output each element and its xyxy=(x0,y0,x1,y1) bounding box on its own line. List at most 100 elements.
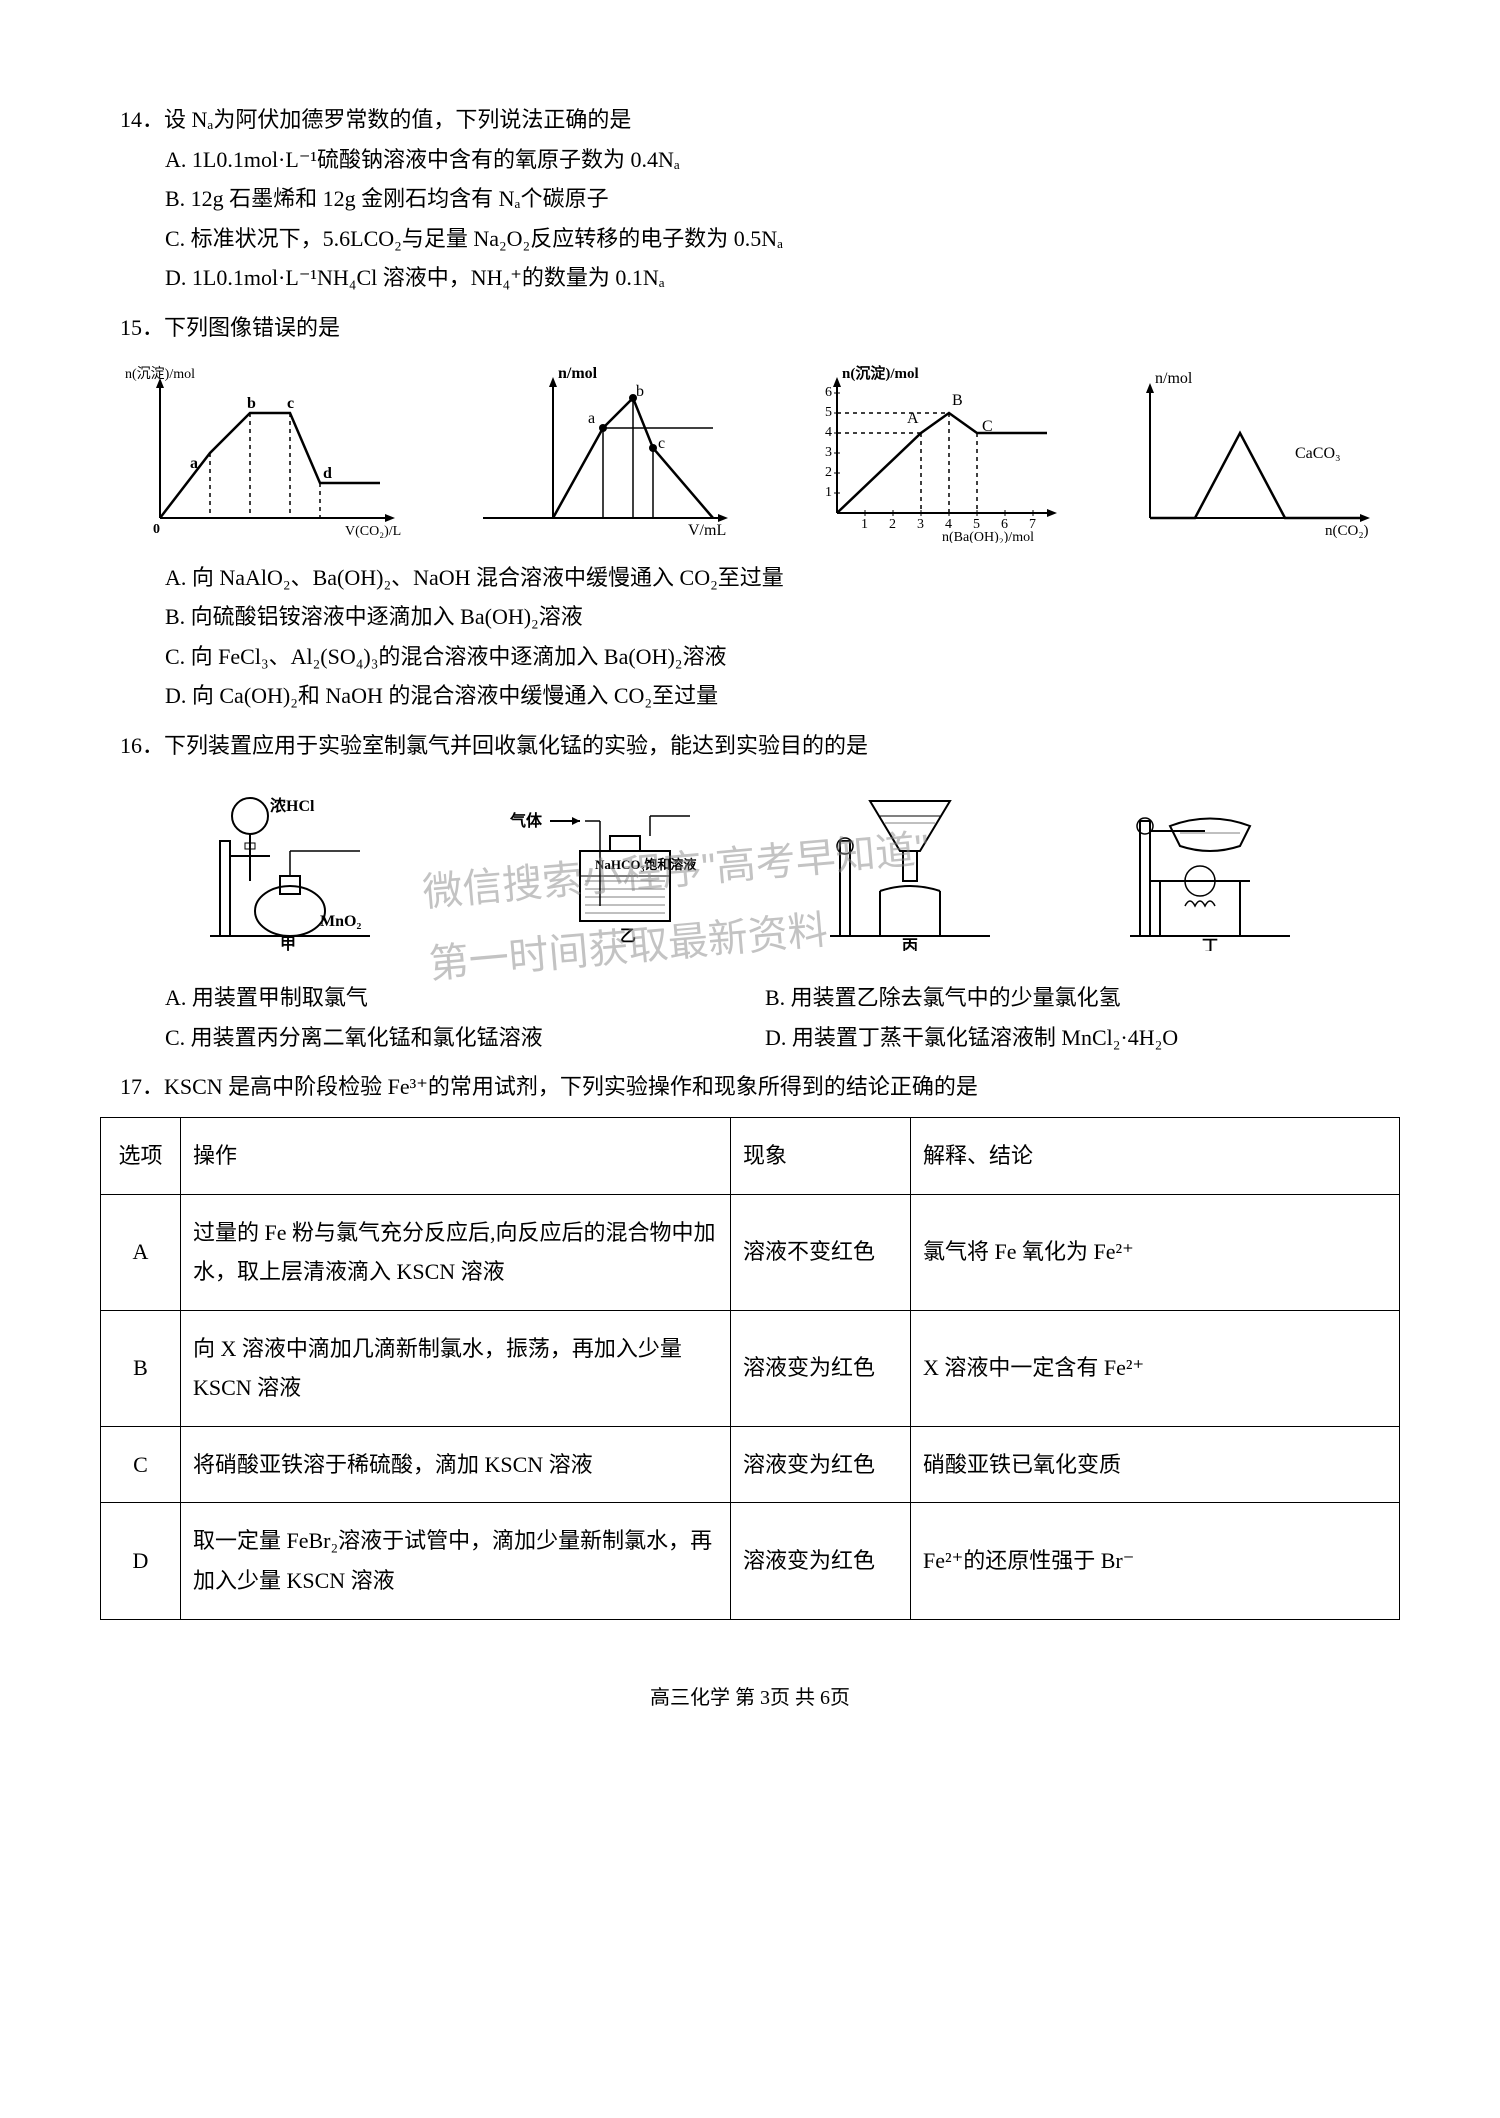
label-yi: 乙 xyxy=(620,928,636,945)
graph-4: n/mol CaCO₃ n(CO₂) xyxy=(1120,363,1380,543)
q15-option-d: D. 向 Ca(OH)₂和 NaOH 的混合溶液中缓慢通入 CO₂至过量 xyxy=(165,676,1400,716)
label-jia: 甲 xyxy=(280,935,296,951)
q15-graphs: n(沉淀)/mol a b c d 0 V(CO₂)/L n/mo xyxy=(100,363,1400,543)
q16-option-a: A. 用装置甲制取氯气 xyxy=(165,978,765,1018)
graph4-annotation: CaCO₃ xyxy=(1295,445,1341,462)
table-row: D 取一定量 FeBr₂溶液于试管中，滴加少量新制氯水，再加入少量 KSCN 溶… xyxy=(101,1503,1400,1619)
th-conclusion: 解释、结论 xyxy=(911,1117,1400,1194)
page-footer: 高三化学 第 3页 共 6页 xyxy=(100,1680,1400,1716)
apparatus-bing-svg: 丙 xyxy=(810,781,1010,951)
row-a-opt: A xyxy=(101,1194,181,1310)
label-ding: 丁 xyxy=(1202,938,1218,951)
svg-text:C: C xyxy=(982,418,993,435)
apparatus-jia: 浓HCl MnO₂ 甲 xyxy=(190,781,390,964)
q16-apparatus: 微信搜索小程序"高考早知道" 第一时间获取最新资料 浓HCl MnO₂ 甲 xyxy=(100,781,1400,964)
svg-text:6: 6 xyxy=(825,385,832,400)
q15-option-c: C. 向 FeCl₃、Al₂(SO₄)₃的混合溶液中逐滴加入 Ba(OH)₂溶液 xyxy=(165,637,1400,677)
graph3-xlabel: n(Ba(OH)₂)/mol xyxy=(942,530,1034,543)
svg-text:3: 3 xyxy=(825,445,832,460)
th-phenomenon: 现象 xyxy=(731,1117,911,1194)
apparatus-ding: 丁 xyxy=(1110,781,1310,964)
apparatus-ding-svg: 丁 xyxy=(1110,781,1310,951)
label-nahco3: NaHCO₃饱和溶液 xyxy=(595,857,696,872)
svg-text:0: 0 xyxy=(153,522,160,537)
th-option: 选项 xyxy=(101,1117,181,1194)
th-operation: 操作 xyxy=(181,1117,731,1194)
question-17: 17．KSCN 是高中阶段检验 Fe³⁺的常用试剂，下列实验操作和现象所得到的结… xyxy=(100,1067,1400,1619)
row-d-op: 取一定量 FeBr₂溶液于试管中，滴加少量新制氯水，再加入少量 KSCN 溶液 xyxy=(181,1503,731,1619)
row-a-phen: 溶液不变红色 xyxy=(731,1194,911,1310)
question-15: 15．下列图像错误的是 n(沉淀)/mol a b c d 0 V(CO₂)/L xyxy=(100,308,1400,716)
q14-option-b: B. 12g 石墨烯和 12g 金刚石均含有 Nₐ个碳原子 xyxy=(165,179,1400,219)
q14-header: 14．设 Nₐ为阿伏加德罗常数的值，下列说法正确的是 xyxy=(120,100,1400,140)
graph2-ylabel: n/mol xyxy=(558,365,598,382)
q16-options: A. 用装置甲制取氯气 B. 用装置乙除去氯气中的少量氯化氢 C. 用装置丙分离… xyxy=(165,978,1400,1057)
svg-text:2: 2 xyxy=(889,517,896,532)
row-b-phen: 溶液变为红色 xyxy=(731,1310,911,1426)
label-mno2: MnO₂ xyxy=(320,913,361,930)
row-a-op: 过量的 Fe 粉与氯气充分反应后,向反应后的混合物中加水，取上层清液滴入 KSC… xyxy=(181,1194,731,1310)
graph3-ylabel: n(沉淀)/mol xyxy=(842,364,919,382)
apparatus-yi-svg: 气体 NaHCO₃饱和溶液 乙 xyxy=(490,781,710,951)
graph2-xlabel: V/mL xyxy=(688,522,726,539)
q17-header: 17．KSCN 是高中阶段检验 Fe³⁺的常用试剂，下列实验操作和现象所得到的结… xyxy=(120,1067,1400,1107)
svg-text:5: 5 xyxy=(825,405,832,420)
apparatus-yi: 气体 NaHCO₃饱和溶液 乙 xyxy=(490,781,710,964)
svg-text:3: 3 xyxy=(917,517,924,532)
row-c-concl: 硝酸亚铁已氧化变质 xyxy=(911,1426,1400,1503)
graph-2: n/mol a b c V/mL xyxy=(453,363,743,543)
q16-option-c: C. 用装置丙分离二氧化锰和氯化锰溶液 xyxy=(165,1018,765,1058)
svg-text:b: b xyxy=(247,395,256,412)
svg-text:B: B xyxy=(952,392,963,409)
row-c-op: 将硝酸亚铁溶于稀硫酸，滴加 KSCN 溶液 xyxy=(181,1426,731,1503)
row-b-concl: X 溶液中一定含有 Fe²⁺ xyxy=(911,1310,1400,1426)
graph4-xlabel: n(CO₂) xyxy=(1325,523,1369,539)
label-gas: 气体 xyxy=(509,811,543,830)
graph4-ylabel: n/mol xyxy=(1155,370,1193,387)
table-row: B 向 X 溶液中滴加几滴新制氯水，振荡，再加入少量 KSCN 溶液 溶液变为红… xyxy=(101,1310,1400,1426)
row-b-op: 向 X 溶液中滴加几滴新制氯水，振荡，再加入少量 KSCN 溶液 xyxy=(181,1310,731,1426)
svg-text:a: a xyxy=(588,410,595,427)
table-row: C 将硝酸亚铁溶于稀硫酸，滴加 KSCN 溶液 溶液变为红色 硝酸亚铁已氧化变质 xyxy=(101,1426,1400,1503)
svg-text:2: 2 xyxy=(825,465,832,480)
q14-option-d: D. 1L0.1mol·L⁻¹NH₄Cl 溶液中，NH₄⁺的数量为 0.1Nₐ xyxy=(165,258,1400,298)
question-16: 16．下列装置应用于实验室制氯气并回收氯化锰的实验，能达到实验目的的是 微信搜索… xyxy=(100,726,1400,1057)
graph1-xlabel: V(CO₂)/L xyxy=(345,524,401,539)
row-d-opt: D xyxy=(101,1503,181,1619)
row-c-phen: 溶液变为红色 xyxy=(731,1426,911,1503)
svg-text:d: d xyxy=(323,465,332,482)
label-bing: 丙 xyxy=(902,937,918,951)
q15-option-a: A. 向 NaAlO₂、Ba(OH)₂、NaOH 混合溶液中缓慢通入 CO₂至过… xyxy=(165,558,1400,598)
graph-3-svg: n(沉淀)/mol 1 2 3 4 5 6 1 2 3 4 xyxy=(787,363,1077,543)
q16-header: 16．下列装置应用于实验室制氯气并回收氯化锰的实验，能达到实验目的的是 xyxy=(120,726,1400,766)
q16-option-d: D. 用装置丁蒸干氯化锰溶液制 MnCl₂·4H₂O xyxy=(765,1018,1400,1058)
q15-option-b: B. 向硫酸铝铵溶液中逐滴加入 Ba(OH)₂溶液 xyxy=(165,597,1400,637)
row-a-concl: 氯气将 Fe 氧化为 Fe²⁺ xyxy=(911,1194,1400,1310)
table-header-row: 选项 操作 现象 解释、结论 xyxy=(101,1117,1400,1194)
row-c-opt: C xyxy=(101,1426,181,1503)
graph-1-svg: n(沉淀)/mol a b c d 0 V(CO₂)/L xyxy=(120,363,410,543)
row-d-concl: Fe²⁺的还原性强于 Br⁻ xyxy=(911,1503,1400,1619)
svg-text:1: 1 xyxy=(825,485,832,500)
graph-1: n(沉淀)/mol a b c d 0 V(CO₂)/L xyxy=(120,363,410,543)
q14-option-c: C. 标准状况下，5.6LCO₂与足量 Na₂O₂反应转移的电子数为 0.5Nₐ xyxy=(165,219,1400,259)
q14-option-a: A. 1L0.1mol·L⁻¹硫酸钠溶液中含有的氧原子数为 0.4Nₐ xyxy=(165,140,1400,180)
q15-header: 15．下列图像错误的是 xyxy=(120,308,1400,348)
graph-4-svg: n/mol CaCO₃ n(CO₂) xyxy=(1120,363,1380,543)
svg-text:c: c xyxy=(658,435,665,452)
row-b-opt: B xyxy=(101,1310,181,1426)
row-d-phen: 溶液变为红色 xyxy=(731,1503,911,1619)
svg-text:1: 1 xyxy=(861,517,868,532)
svg-text:b: b xyxy=(636,383,644,400)
apparatus-bing: 丙 xyxy=(810,781,1010,964)
apparatus-jia-svg: 浓HCl MnO₂ 甲 xyxy=(190,781,390,951)
svg-text:4: 4 xyxy=(825,425,832,440)
q17-table: 选项 操作 现象 解释、结论 A 过量的 Fe 粉与氯气充分反应后,向反应后的混… xyxy=(100,1117,1400,1620)
graph-2-svg: n/mol a b c V/mL xyxy=(453,363,743,543)
svg-text:c: c xyxy=(287,395,294,412)
svg-text:A: A xyxy=(907,410,919,427)
svg-text:a: a xyxy=(190,455,198,472)
q16-option-b: B. 用装置乙除去氯气中的少量氯化氢 xyxy=(765,978,1400,1018)
graph-3: n(沉淀)/mol 1 2 3 4 5 6 1 2 3 4 xyxy=(787,363,1077,543)
label-hcl: 浓HCl xyxy=(270,797,315,815)
